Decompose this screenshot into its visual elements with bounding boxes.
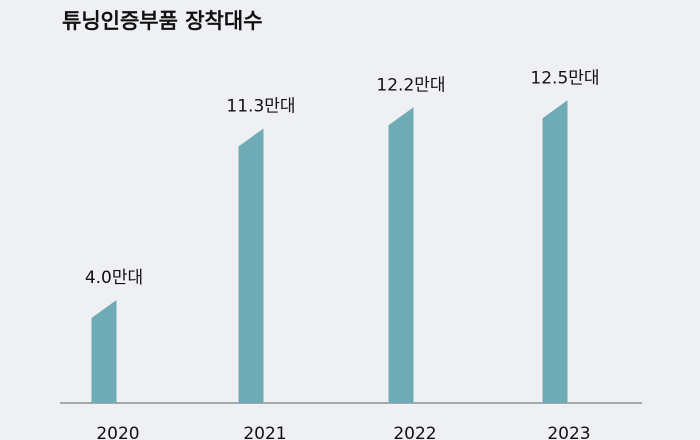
value-label: 11.3만대 [226, 96, 295, 116]
x-tick-label: 2022 [393, 424, 436, 440]
value-label: 4.0만대 [85, 268, 143, 288]
bar [388, 107, 414, 404]
value-label: 12.2만대 [376, 75, 445, 95]
x-tick-label: 2020 [96, 424, 139, 440]
value-label: 12.5만대 [530, 68, 599, 88]
x-tick-label: 2023 [547, 424, 590, 440]
bar [542, 100, 568, 403]
bar [238, 128, 264, 403]
x-tick-label: 2021 [243, 424, 286, 440]
bar [91, 300, 117, 403]
chart-title: 튜닝인증부품 장착대수 [62, 9, 263, 33]
